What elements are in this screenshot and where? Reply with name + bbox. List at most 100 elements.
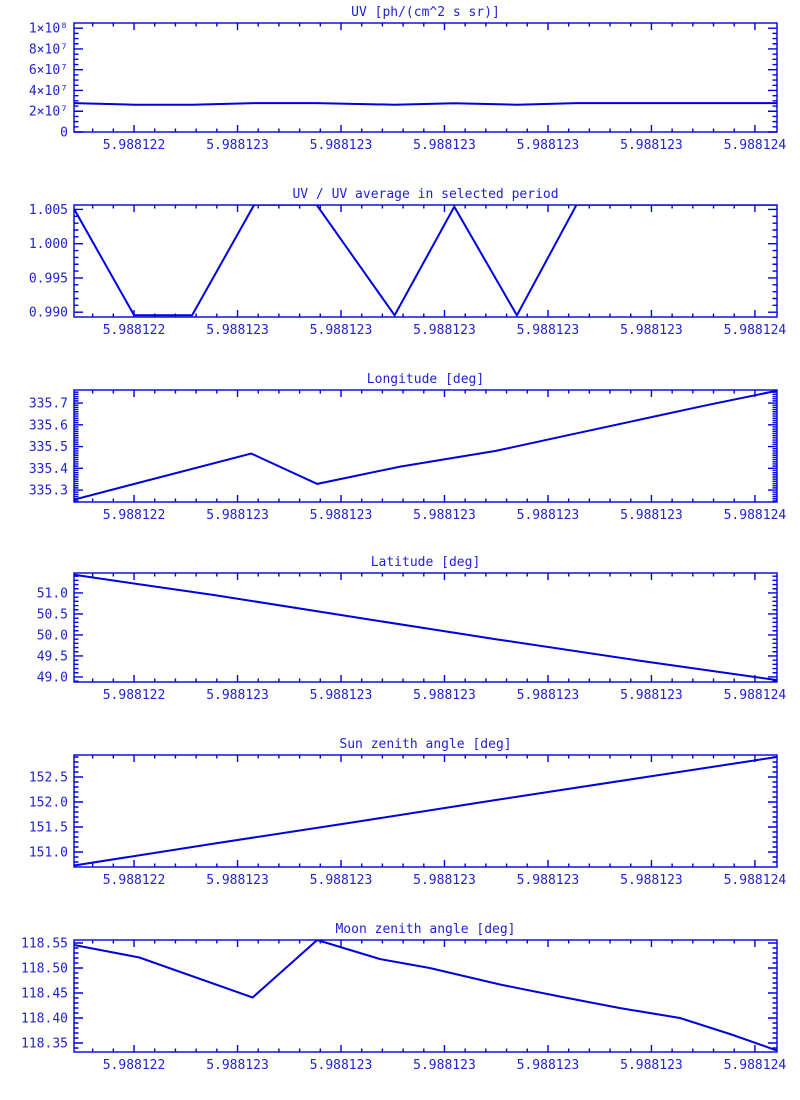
x-tick-label: 5.988123 (310, 1058, 373, 1073)
y-tick-label: 335.6 (29, 418, 68, 433)
y-tick-label: 50.0 (37, 628, 68, 643)
y-tick-label: 49.5 (37, 649, 68, 664)
x-tick-label: 5.988123 (310, 323, 373, 338)
axes-frame (73, 572, 778, 683)
y-tick-label: 51.0 (37, 586, 68, 601)
x-tick-label: 5.988123 (620, 873, 683, 888)
panel-title: UV [ph/(cm^2 s sr)] (351, 5, 500, 20)
y-tick-label: 1×10⁸ (29, 22, 68, 37)
x-tick-label: 5.988123 (620, 508, 683, 523)
x-tick-label: 5.988123 (310, 138, 373, 153)
y-tick-label: 118.45 (21, 987, 68, 1002)
y-tick-label: 335.5 (29, 440, 68, 455)
y-tick-label: 6×10⁷ (29, 63, 68, 78)
tick-marks (74, 390, 777, 502)
tick-marks (74, 755, 777, 867)
y-tick-label: 152.5 (29, 771, 68, 786)
x-tick-label: 5.988123 (517, 1058, 580, 1073)
series-uv (74, 102, 777, 106)
panel-3: 5.988122 5.988123 5.988123 5.988123 5.988123… (29, 372, 787, 523)
y-tick-label: 152.0 (29, 796, 68, 811)
x-tick-label: 5.988123 (517, 873, 580, 888)
y-tick-label: 1.005 (29, 203, 68, 218)
y-tick-label: 4×10⁷ (29, 84, 68, 99)
x-tick-label: 5.988123 (413, 688, 476, 703)
y-tick-label: 1.000 (29, 237, 68, 252)
axes-frame (73, 22, 778, 133)
x-tick-label: 5.988123 (517, 508, 580, 523)
axes-frame (73, 754, 778, 868)
y-tick-label: 118.35 (21, 1037, 68, 1052)
y-tick-label: 0.995 (29, 271, 68, 286)
x-tick-label: 5.988122 (103, 323, 166, 338)
x-tick-label: 5.988122 (103, 1058, 166, 1073)
y-tick-label: 335.4 (29, 462, 68, 477)
tick-marks (74, 23, 777, 133)
x-tick-label: 5.988123 (517, 323, 580, 338)
x-tick-label: 5.988124 (724, 688, 787, 703)
x-tick-label: 5.988123 (206, 873, 269, 888)
x-tick-label: 5.988123 (413, 323, 476, 338)
tick-marks (74, 940, 777, 1052)
tick-marks (74, 573, 777, 682)
axes-frame (73, 389, 778, 503)
x-tick-label: 5.988123 (310, 873, 373, 888)
panel-6: 5.988122 5.988123 5.988123 5.988123 5.988123… (21, 922, 786, 1073)
x-tick-label: 5.988123 (206, 323, 269, 338)
panel-title: Latitude [deg] (371, 555, 481, 570)
y-tick-label: 151.0 (29, 846, 68, 861)
panel-5: 5.988122 5.988123 5.988123 5.988123 5.988123… (29, 737, 787, 888)
series-sun-zenith (74, 756, 777, 867)
series-longitude (74, 390, 777, 501)
x-tick-label: 5.988123 (310, 508, 373, 523)
y-tick-label: 118.40 (21, 1012, 68, 1027)
x-tick-label: 5.988124 (724, 323, 787, 338)
x-tick-label: 5.988124 (724, 508, 787, 523)
panel-2: 5.988122 5.988123 5.988123 5.988123 5.988123… (29, 187, 787, 338)
x-tick-label: 5.988124 (724, 1058, 787, 1073)
x-tick-label: 5.988123 (413, 1058, 476, 1073)
x-tick-label: 5.988124 (724, 873, 787, 888)
x-tick-label: 5.988123 (517, 688, 580, 703)
x-tick-label: 5.988122 (103, 508, 166, 523)
panel-title: Sun zenith angle [deg] (339, 737, 511, 752)
x-tick-label: 5.988123 (413, 873, 476, 888)
y-tick-label: 0.990 (29, 306, 68, 321)
y-tick-label: 335.3 (29, 484, 68, 499)
x-tick-label: 5.988123 (620, 688, 683, 703)
x-tick-label: 5.988123 (620, 1058, 683, 1073)
x-tick-label: 5.988122 (103, 138, 166, 153)
panel-title: Longitude [deg] (367, 372, 484, 387)
series-uv-ratio (74, 205, 777, 317)
y-tick-label: 2×10⁷ (29, 105, 68, 120)
y-tick-label: 151.5 (29, 821, 68, 836)
x-tick-label: 5.988123 (413, 138, 476, 153)
panel-4: 5.988122 5.988123 5.988123 5.988123 5.988123… (37, 555, 787, 703)
panel-title: UV / UV average in selected period (292, 187, 558, 202)
y-tick-label: 49.0 (37, 670, 68, 685)
x-tick-label: 5.988123 (413, 508, 476, 523)
x-tick-label: 5.988123 (310, 688, 373, 703)
y-tick-label: 118.55 (21, 937, 68, 952)
x-tick-label: 5.988123 (206, 138, 269, 153)
x-tick-label: 5.988123 (517, 138, 580, 153)
y-tick-label: 118.50 (21, 962, 68, 977)
y-tick-label: 335.7 (29, 397, 68, 412)
axes-frame (73, 204, 778, 318)
panel-title: Moon zenith angle [deg] (335, 922, 515, 937)
y-tick-label: 0 (60, 126, 68, 141)
x-tick-label: 5.988124 (724, 138, 787, 153)
x-tick-label: 5.988123 (206, 508, 269, 523)
axes-frame (73, 939, 778, 1053)
x-tick-label: 5.988123 (206, 1058, 269, 1073)
series-moon-zenith (74, 940, 777, 1052)
y-tick-label: 8×10⁷ (29, 42, 68, 57)
y-tick-label: 50.5 (37, 607, 68, 622)
x-tick-label: 5.988122 (103, 688, 166, 703)
series-latitude (74, 573, 777, 682)
panel-1: 5.988122 5.988123 5.988123 5.988123 5.988123… (29, 5, 787, 153)
x-tick-label: 5.988122 (103, 873, 166, 888)
x-tick-label: 5.988123 (620, 138, 683, 153)
